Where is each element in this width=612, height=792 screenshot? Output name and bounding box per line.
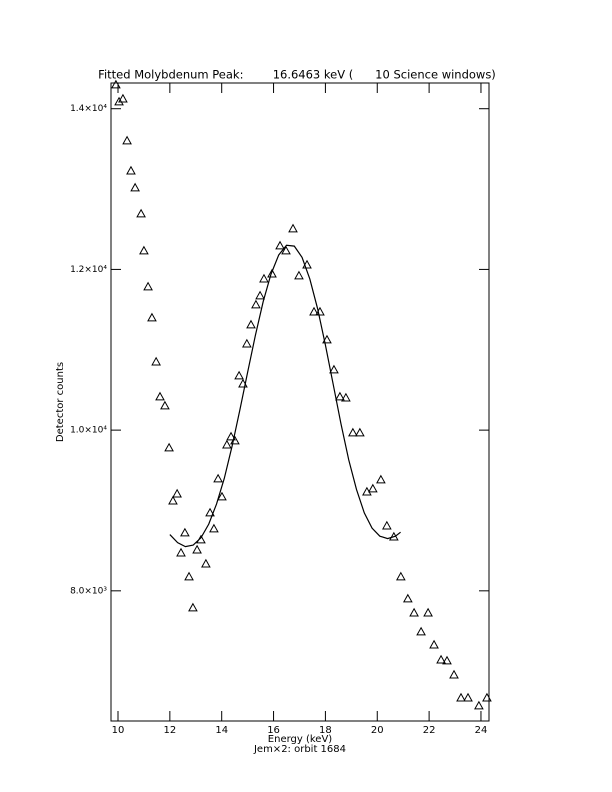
y-axis-label: Detector counts bbox=[55, 362, 66, 442]
data-point bbox=[180, 527, 190, 537]
y-tick-label: 1.0×10⁴ bbox=[70, 426, 107, 436]
data-point bbox=[122, 135, 132, 145]
data-point bbox=[217, 491, 227, 501]
x-tick-label: 14 bbox=[215, 725, 228, 736]
data-point bbox=[251, 299, 261, 309]
data-point bbox=[275, 240, 285, 250]
x-tick-label: 16 bbox=[267, 725, 280, 736]
plot-frame bbox=[110, 82, 490, 722]
data-point bbox=[114, 96, 124, 106]
data-point bbox=[329, 364, 339, 374]
data-point bbox=[463, 692, 473, 702]
data-point bbox=[176, 547, 186, 557]
data-point bbox=[423, 607, 433, 617]
data-point bbox=[155, 391, 165, 401]
data-point bbox=[143, 281, 153, 291]
data-point bbox=[188, 602, 198, 612]
data-point bbox=[213, 473, 223, 483]
data-point bbox=[482, 692, 492, 702]
y-tick-label: 1.4×10⁴ bbox=[70, 104, 107, 114]
data-point bbox=[442, 655, 452, 665]
data-point bbox=[111, 79, 121, 89]
data-point bbox=[242, 338, 252, 348]
data-point bbox=[409, 607, 419, 617]
x-tick-label: 24 bbox=[475, 725, 488, 736]
data-point bbox=[136, 208, 146, 218]
data-point bbox=[126, 165, 136, 175]
data-point bbox=[436, 654, 446, 664]
y-tick-label: 1.2×10⁴ bbox=[70, 265, 107, 275]
data-point bbox=[288, 223, 298, 233]
data-point bbox=[151, 356, 161, 366]
data-point bbox=[294, 270, 304, 280]
data-point bbox=[341, 392, 351, 402]
data-point bbox=[192, 544, 202, 554]
data-point bbox=[130, 182, 140, 192]
x-axis-label: Energy (keV) bbox=[268, 734, 333, 745]
data-point bbox=[376, 474, 386, 484]
data-point bbox=[267, 268, 277, 278]
data-point bbox=[147, 312, 157, 322]
data-point bbox=[456, 692, 466, 702]
data-point bbox=[403, 593, 413, 603]
data-point bbox=[139, 245, 149, 255]
data-point bbox=[234, 370, 244, 380]
subtitle: Jem×2: orbit 1684 bbox=[253, 744, 346, 755]
data-point bbox=[184, 571, 194, 581]
data-point bbox=[309, 306, 319, 316]
data-point bbox=[172, 488, 182, 498]
data-point bbox=[205, 507, 215, 517]
x-tick-label: 20 bbox=[371, 725, 384, 736]
chart-title: Fitted Molybdenum Peak: 16.6463 keV ( 10… bbox=[98, 68, 496, 82]
data-point bbox=[335, 391, 345, 401]
data-point bbox=[474, 700, 484, 710]
data-point bbox=[160, 400, 170, 410]
data-point bbox=[355, 427, 365, 437]
data-point bbox=[368, 483, 378, 493]
x-tick-label: 10 bbox=[112, 725, 125, 736]
data-point bbox=[281, 245, 291, 255]
y-tick-label: 8.0×10³ bbox=[70, 586, 107, 596]
data-point bbox=[396, 571, 406, 581]
data-point bbox=[201, 558, 211, 568]
data-point bbox=[164, 442, 174, 452]
data-point bbox=[255, 290, 265, 300]
data-point bbox=[168, 495, 178, 505]
data-point bbox=[222, 439, 232, 449]
x-tick-label: 18 bbox=[319, 725, 332, 736]
data-point bbox=[382, 520, 392, 530]
data-point bbox=[348, 427, 358, 437]
data-point bbox=[118, 93, 128, 103]
data-point bbox=[246, 319, 256, 329]
data-point bbox=[322, 334, 332, 344]
data-point bbox=[416, 626, 426, 636]
data-point bbox=[209, 523, 219, 533]
data-point bbox=[226, 431, 236, 441]
data-point bbox=[449, 669, 459, 679]
x-tick-label: 22 bbox=[423, 725, 436, 736]
x-tick-label: 12 bbox=[163, 725, 176, 736]
fit-line bbox=[169, 244, 401, 548]
data-point bbox=[429, 639, 439, 649]
data-point bbox=[259, 273, 269, 283]
